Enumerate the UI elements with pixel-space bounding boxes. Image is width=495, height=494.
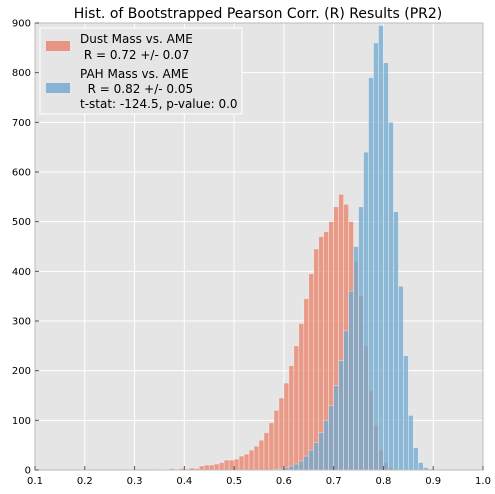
bar-pah <box>318 432 325 471</box>
bar-dust <box>203 464 210 471</box>
bar-dust <box>313 248 320 471</box>
bar-dust <box>218 462 225 471</box>
bar-dust <box>233 458 240 471</box>
legend-sublabel-pah: R = 0.82 +/- 0.05 <box>80 82 193 96</box>
bar-dust <box>208 464 215 471</box>
bar-dust <box>243 453 250 471</box>
bar-pah <box>323 420 329 471</box>
bar-dust <box>298 323 305 471</box>
x-tick-label: 0.9 <box>425 476 441 487</box>
bar-pah <box>343 330 349 471</box>
bar-dust <box>213 463 220 471</box>
plot-frame <box>34 22 484 471</box>
bar-pah <box>363 151 369 471</box>
y-tick-label: 700 <box>12 118 31 129</box>
legend-swatch-pah <box>46 83 70 93</box>
x-tick-label: 0.4 <box>176 476 192 487</box>
bar-dust <box>198 465 205 471</box>
bar-dust <box>273 410 280 471</box>
bar-pah <box>288 465 295 471</box>
y-tick-label: 900 <box>12 19 31 30</box>
x-tick-label: 0.3 <box>127 476 143 487</box>
y-tick-label: 0 <box>25 466 31 477</box>
bar-pah <box>313 442 320 471</box>
x-tick-label: 1.0 <box>475 476 491 487</box>
legend-stat-text: t-stat: -124.5, p-value: 0.0 <box>80 97 238 111</box>
y-tick-label: 500 <box>12 217 31 228</box>
bar-dust <box>268 422 275 471</box>
legend-label-dust: Dust Mass vs. AME <box>80 32 193 46</box>
y-tick-label: 400 <box>12 267 31 278</box>
bar-pah <box>293 463 300 471</box>
bar-pah <box>328 405 334 471</box>
legend-swatch-dust <box>46 41 70 51</box>
bar-dust <box>278 397 285 471</box>
x-tick-label: 0.7 <box>326 476 342 487</box>
bar-pah <box>417 462 424 471</box>
bar-pah <box>348 290 354 471</box>
y-tick-label: 300 <box>12 317 31 328</box>
bar-pah <box>353 246 359 471</box>
y-tick-label: 800 <box>12 68 31 79</box>
bar-dust <box>223 459 230 471</box>
x-tick-label: 0.5 <box>226 476 242 487</box>
bar-pah <box>298 460 305 471</box>
axes: 0.1 0.2 0.3 0.4 0.5 0.6 0.7 0.8 0.9 1.0 0 100 200 300… <box>12 19 491 488</box>
bar-pah <box>308 449 315 471</box>
bar-dust <box>258 439 265 471</box>
bar-pah <box>333 385 339 471</box>
bar-pah <box>403 355 409 471</box>
bar-pah <box>388 122 394 471</box>
bar-dust <box>283 382 290 471</box>
legend-label-pah: PAH Mass vs. AME <box>80 67 189 81</box>
bar-pah <box>338 360 344 471</box>
bar-pah <box>413 447 419 471</box>
bar-pah <box>368 77 374 471</box>
bar-dust <box>248 449 255 471</box>
bar-dust <box>303 298 310 471</box>
bar-dust <box>253 445 260 471</box>
bar-pah <box>408 415 414 471</box>
legend-box <box>39 27 243 115</box>
bar-dust <box>238 455 245 471</box>
bar-pah <box>303 455 310 471</box>
x-tick-label: 0.2 <box>77 476 93 487</box>
bar-pah <box>393 211 399 471</box>
bar-dust <box>288 365 295 471</box>
y-tick-label: 200 <box>12 366 31 377</box>
chart-title: Hist. of Bootstrapped Pearson Corr. (R) … <box>74 6 443 22</box>
bar-dust <box>228 459 235 471</box>
legend: Dust Mass vs. AME R = 0.72 +/- 0.07 PAH … <box>39 27 243 115</box>
y-tick-label: 600 <box>12 168 31 179</box>
bar-dust <box>293 345 300 471</box>
bar-pah <box>383 62 389 471</box>
x-tick-label: 0.8 <box>375 476 391 487</box>
bar-pah <box>373 42 379 471</box>
y-tick-label: 100 <box>12 416 31 427</box>
bar-dust <box>308 273 315 471</box>
bar-pah <box>358 206 364 471</box>
bar-dust <box>263 432 270 471</box>
bar-pah <box>398 285 404 471</box>
bar-pah <box>378 25 384 471</box>
x-tick-label: 0.6 <box>276 476 292 487</box>
legend-sublabel-dust: R = 0.72 +/- 0.07 <box>80 48 189 62</box>
x-tick-label: 0.1 <box>27 476 43 487</box>
